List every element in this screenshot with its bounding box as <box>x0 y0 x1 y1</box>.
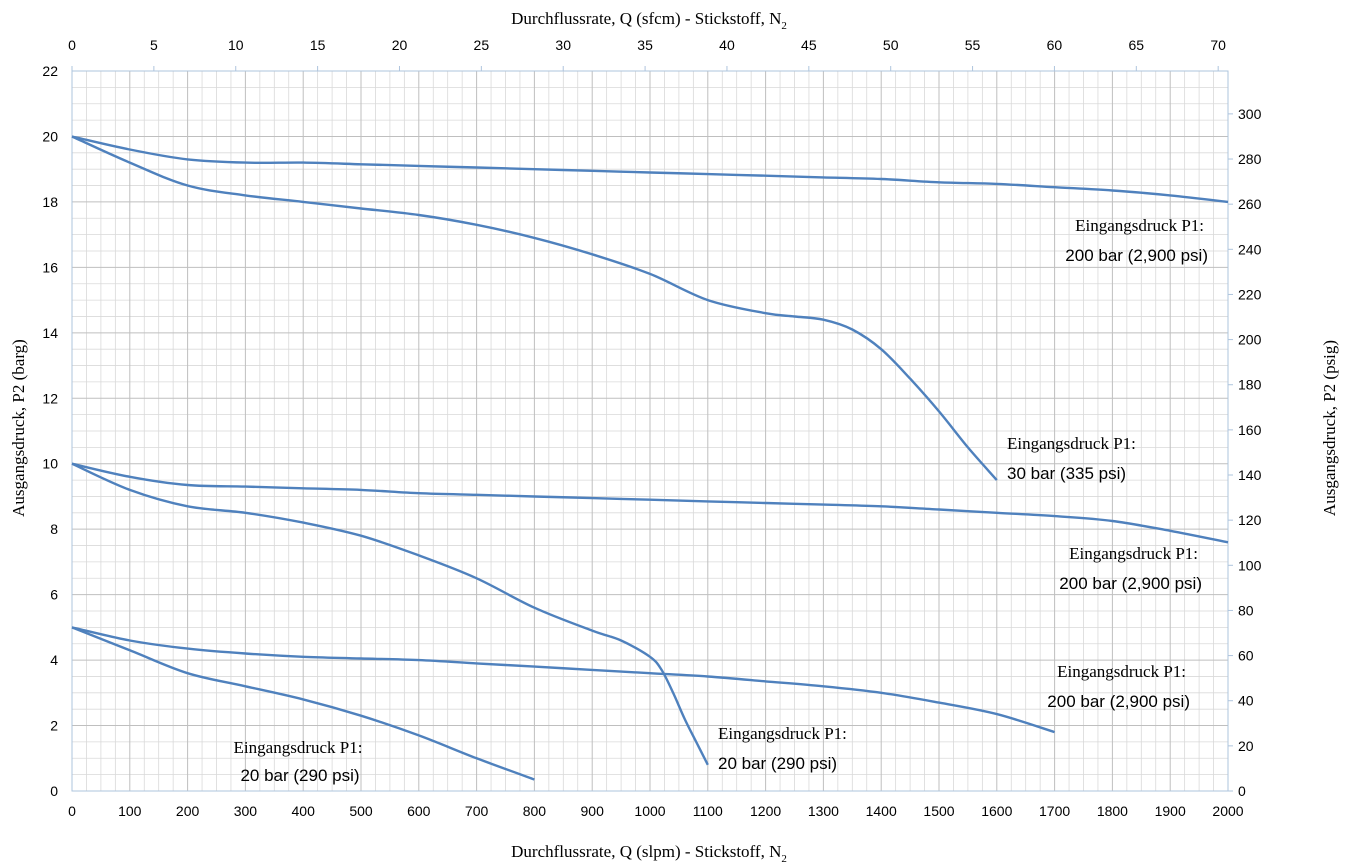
y-tick-label: 16 <box>42 259 58 275</box>
series-lines <box>71 135 1229 781</box>
series-line-4 <box>71 462 709 766</box>
series-line-3 <box>71 462 1229 544</box>
x-tick-label: 1900 <box>1155 803 1186 819</box>
x-tick-label: 1700 <box>1039 803 1070 819</box>
y-right-tick-label: 120 <box>1238 512 1262 528</box>
x-top-tick-label: 15 <box>310 37 326 53</box>
y-right-tick-label: 260 <box>1238 196 1262 212</box>
y-tick-label: 2 <box>50 718 58 734</box>
y-tick-label: 18 <box>42 194 58 210</box>
y-tick-label: 14 <box>42 325 58 341</box>
y-tick-label: 8 <box>50 521 58 537</box>
x-axis-bottom-ticks: 0 100 200 300 400 500 600 700 800 900 1000 1100 1200… <box>68 803 1244 819</box>
y-tick-label: 22 <box>42 63 58 79</box>
series-line-2 <box>71 135 998 481</box>
x-top-tick-label: 20 <box>392 37 408 53</box>
x-tick-label: 100 <box>118 803 142 819</box>
x-tick-label: 1600 <box>981 803 1012 819</box>
x-tick-label: 1500 <box>923 803 954 819</box>
annotation-200bar-mid: Eingangsdruck P1: 200 bar (2,900 psi) <box>1059 544 1202 593</box>
series-line-5 <box>71 626 1055 734</box>
y-axis-left-title: Ausgangsdruck, P2 (barg) <box>9 339 28 517</box>
x-tick-label: 1000 <box>634 803 665 819</box>
plot-area-border <box>71 70 1229 792</box>
x-top-tick-label: 0 <box>68 37 76 53</box>
y-right-tick-label: 0 <box>1238 783 1246 799</box>
y-tick-label: 0 <box>50 783 58 799</box>
y-right-tick-label: 180 <box>1238 377 1262 393</box>
y-axis-left-ticks: 0 2 4 6 8 10 12 14 16 18 20 22 <box>42 63 58 799</box>
y-tick-label: 10 <box>42 456 58 472</box>
x-tick-label: 1800 <box>1097 803 1128 819</box>
y-right-tick-label: 240 <box>1238 241 1262 257</box>
x-top-tick-label: 60 <box>1047 37 1063 53</box>
x-tick-label: 300 <box>234 803 258 819</box>
y-right-tick-label: 300 <box>1238 106 1262 122</box>
annotation-200bar-top: Eingangsdruck P1: 200 bar (2,900 psi) <box>1065 216 1208 265</box>
x-top-tick-label: 35 <box>637 37 653 53</box>
x-axis-top-ticks: 0 5 10 15 20 25 30 35 40 45 50 55 60 65 70 <box>68 37 1226 71</box>
major-gridlines <box>71 70 1229 792</box>
x-tick-label: 1200 <box>750 803 781 819</box>
x-top-tick-label: 65 <box>1129 37 1145 53</box>
y-right-tick-label: 200 <box>1238 332 1262 348</box>
x-tick-label: 700 <box>465 803 489 819</box>
x-top-tick-label: 10 <box>228 37 244 53</box>
series-line-6 <box>71 626 535 781</box>
y-right-tick-label: 80 <box>1238 602 1254 618</box>
x-top-tick-label: 55 <box>965 37 981 53</box>
y-right-tick-label: 280 <box>1238 151 1262 167</box>
annotation-20bar-left: Eingangsdruck P1: 20 bar (290 psi) <box>234 738 367 785</box>
x-top-tick-label: 30 <box>555 37 571 53</box>
x-tick-label: 1300 <box>808 803 839 819</box>
y-right-tick-label: 40 <box>1238 693 1254 709</box>
x-tick-label: 900 <box>581 803 605 819</box>
y-right-tick-label: 140 <box>1238 467 1262 483</box>
x-tick-label: 1400 <box>866 803 897 819</box>
x-top-tick-label: 45 <box>801 37 817 53</box>
x-top-tick-label: 50 <box>883 37 899 53</box>
x-axis-bottom-title: Durchflussrate, Q (slpm) - Stickstoff, N… <box>511 842 787 865</box>
x-tick-label: 500 <box>349 803 373 819</box>
x-top-tick-label: 70 <box>1210 37 1226 53</box>
x-tick-label: 600 <box>407 803 431 819</box>
y-tick-label: 6 <box>50 587 58 603</box>
y-right-tick-label: 100 <box>1238 557 1262 573</box>
x-tick-label: 800 <box>523 803 547 819</box>
y-right-tick-label: 160 <box>1238 422 1262 438</box>
annotation-30bar: Eingangsdruck P1: 30 bar (335 psi) <box>1007 434 1140 483</box>
x-tick-label: 1100 <box>693 803 723 819</box>
y-tick-label: 4 <box>50 652 58 668</box>
x-top-tick-label: 25 <box>474 37 490 53</box>
y-right-tick-label: 20 <box>1238 738 1254 754</box>
x-top-tick-label: 40 <box>719 37 735 53</box>
annotation-20bar-mid: Eingangsdruck P1: 20 bar (290 psi) <box>718 724 851 773</box>
series-line-1 <box>71 135 1229 204</box>
annotation-200bar-low: Eingangsdruck P1: 200 bar (2,900 psi) <box>1047 662 1190 711</box>
x-tick-label: 0 <box>68 803 76 819</box>
y-axis-right-ticks: 0 20 40 60 80 100 120 140 160 180 200 220 240 260 280 3… <box>1228 106 1262 799</box>
x-top-tick-label: 5 <box>150 37 158 53</box>
y-tick-label: 20 <box>42 128 58 144</box>
y-right-tick-label: 220 <box>1238 286 1262 302</box>
y-right-tick-label: 60 <box>1238 648 1254 664</box>
y-axis-right-title: Ausgangsdruck, P2 (psig) <box>1320 340 1339 516</box>
x-tick-label: 2000 <box>1212 803 1243 819</box>
x-tick-label: 400 <box>292 803 316 819</box>
x-axis-top-title: Durchflussrate, Q (sfcm) - Stickstoff, N… <box>511 9 787 32</box>
y-tick-label: 12 <box>42 390 58 406</box>
x-tick-label: 200 <box>176 803 200 819</box>
